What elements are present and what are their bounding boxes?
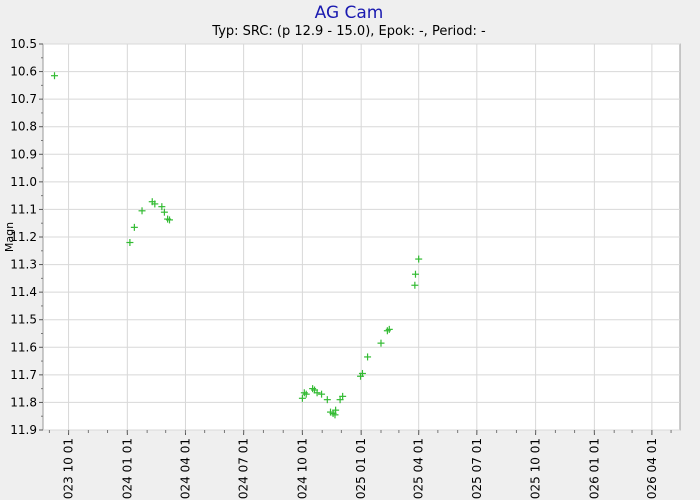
data-point xyxy=(385,325,393,333)
y-axis-label: Magn xyxy=(3,222,16,252)
data-point xyxy=(332,406,340,414)
x-tick-label: 2026 01 01 xyxy=(587,438,601,500)
x-tick-label: 2024 10 01 xyxy=(295,438,309,500)
y-tick-label: 11.3 xyxy=(10,258,37,272)
data-point xyxy=(323,396,331,404)
data-point xyxy=(51,72,59,80)
y-tick-label: 10.6 xyxy=(10,65,37,79)
y-tick-label: 10.9 xyxy=(10,147,37,161)
y-tick-label: 11.5 xyxy=(10,313,37,327)
data-point xyxy=(377,339,385,347)
x-tick-label: 2025 04 01 xyxy=(412,438,426,500)
data-point xyxy=(331,411,339,419)
y-tick-label: 11.9 xyxy=(10,423,37,437)
data-point xyxy=(166,216,174,224)
chart-subtitle: Typ: SRC: (p 12.9 - 15.0), Epok: -, Peri… xyxy=(211,24,486,39)
data-point xyxy=(415,255,423,263)
x-tick-label: 2026 04 01 xyxy=(645,438,659,500)
x-tick-label: 2024 04 01 xyxy=(178,438,192,500)
y-tick-label: 11.4 xyxy=(10,285,37,299)
data-point xyxy=(126,239,134,247)
data-point xyxy=(411,281,419,289)
data-point xyxy=(138,207,146,215)
y-tick-label: 11.2 xyxy=(10,230,37,244)
data-points xyxy=(51,72,423,419)
data-point xyxy=(313,389,321,397)
y-tick-label: 11.1 xyxy=(10,202,37,216)
chart-title: AG Cam xyxy=(315,3,384,23)
y-axis: 10.5 10.6 10.7 10.8 10.9 11.0 11.1 11.2 11.3 11.4… xyxy=(10,37,43,437)
x-tick-label: 2024 01 01 xyxy=(120,438,134,500)
y-tick-label: 10.5 xyxy=(10,37,37,51)
x-tick-label: 2025 01 01 xyxy=(354,438,368,500)
x-tick-label: 2024 07 01 xyxy=(237,438,251,500)
x-axis: 2023 10 01 2024 01 01 2024 04 01 2024 07 01… xyxy=(48,430,672,500)
x-tick-label: 2025 07 01 xyxy=(470,438,484,500)
data-point xyxy=(160,208,168,216)
y-tick-label: 11.0 xyxy=(10,175,37,189)
data-point xyxy=(298,394,306,402)
y-tick-label: 10.8 xyxy=(10,120,37,134)
data-point xyxy=(151,200,159,208)
y-tick-label: 10.7 xyxy=(10,92,37,106)
data-point xyxy=(130,223,138,231)
grid-lines xyxy=(43,43,680,431)
data-point xyxy=(318,390,326,398)
data-point xyxy=(339,392,347,400)
y-tick-label: 11.7 xyxy=(10,368,37,382)
data-point xyxy=(302,390,310,398)
data-point xyxy=(358,369,366,377)
data-point xyxy=(158,203,166,211)
x-tick-label: 2023 10 01 xyxy=(62,438,76,500)
data-point xyxy=(364,353,372,361)
y-tick-label: 11.8 xyxy=(10,395,37,409)
data-point xyxy=(411,270,419,278)
y-tick-label: 11.6 xyxy=(10,340,37,354)
x-tick-label: 2025 10 01 xyxy=(529,438,543,500)
